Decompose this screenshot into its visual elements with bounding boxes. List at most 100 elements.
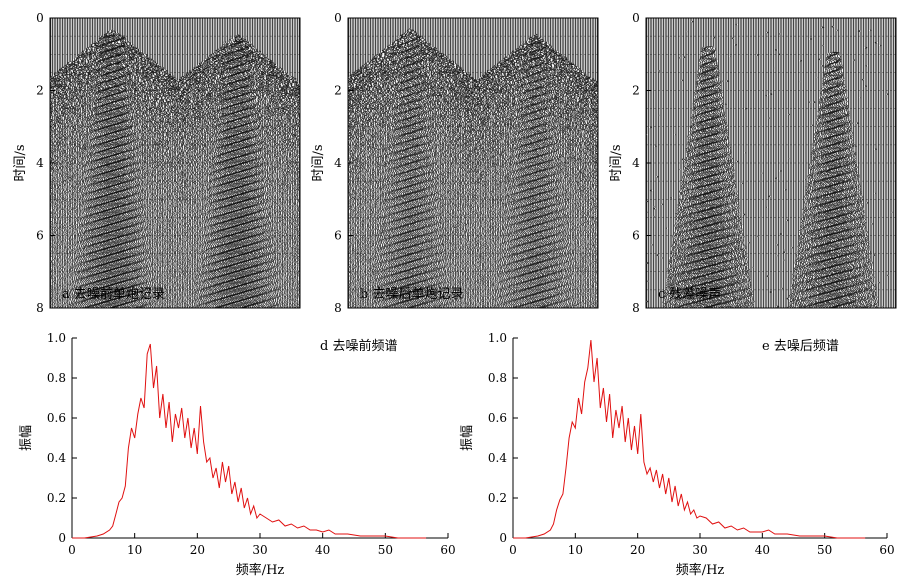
trace [783, 18, 787, 308]
trace [254, 18, 261, 308]
trace [811, 18, 819, 308]
trace [879, 18, 882, 308]
x-tick-label: 50 [378, 543, 393, 557]
seismic-traces-b [348, 18, 598, 308]
trace [480, 18, 485, 308]
trace [808, 18, 815, 308]
trace [401, 18, 410, 308]
trace [729, 18, 735, 308]
trace [159, 18, 165, 308]
trace [263, 18, 268, 308]
trace [554, 18, 560, 308]
trace [661, 18, 664, 308]
trace [715, 18, 723, 308]
trace [464, 18, 470, 308]
trace [179, 18, 185, 308]
y-tick-label: 8 [36, 301, 44, 315]
trace [118, 18, 127, 308]
trace [877, 18, 880, 308]
trace [525, 18, 533, 308]
trace [531, 18, 540, 308]
trace [120, 18, 128, 308]
trace [444, 18, 450, 308]
trace [211, 18, 217, 308]
y-axis-label: 时间/s [609, 144, 624, 181]
spectrum-chart-e: 0 10 20 30 40 50 60 0 0.2 0.4 0.6 0.8 1.0 频率/Hz 振幅 e 去噪… [460, 331, 895, 578]
spectrum-chart-d: 0 10 20 30 40 50 60 0 0.2 0.4 0.6 0.8 1.0 频率/Hz 振幅 d 去噪… [19, 331, 456, 578]
y-tick-label: 1.0 [488, 331, 507, 345]
trace [796, 18, 801, 308]
trace [171, 18, 178, 308]
trace [284, 18, 290, 308]
trace [274, 18, 281, 308]
trace [286, 18, 292, 308]
y-tick-label: 0.6 [47, 411, 66, 425]
trace [361, 18, 367, 308]
trace [857, 18, 863, 308]
trace [864, 18, 869, 308]
y-tick-label: 1.0 [47, 331, 66, 345]
x-tick-label: 0 [68, 543, 76, 557]
trace [89, 18, 96, 308]
trace [690, 18, 697, 308]
y-axis: 0 0.2 0.4 0.6 0.8 1.0 [47, 331, 77, 545]
trace [873, 18, 877, 308]
trace [357, 18, 364, 308]
trace [435, 18, 440, 308]
trace [662, 18, 665, 308]
trace [124, 18, 131, 308]
y-tick-label: 0.8 [47, 371, 66, 385]
trace [802, 18, 808, 308]
trace [551, 18, 557, 308]
trace [191, 18, 197, 308]
trace [351, 18, 357, 308]
trace [376, 18, 382, 308]
trace [736, 18, 741, 308]
trace [559, 18, 565, 308]
trace [217, 18, 224, 308]
trace [54, 18, 61, 308]
trace [283, 18, 289, 308]
y-tick-label: 0 [334, 11, 342, 25]
trace [176, 18, 182, 308]
trace [886, 18, 889, 308]
trace [588, 18, 593, 308]
trace [208, 18, 214, 308]
trace [668, 18, 672, 308]
trace [228, 18, 237, 308]
trace [743, 18, 748, 308]
trace [564, 18, 570, 308]
trace [214, 18, 221, 308]
trace [153, 18, 159, 308]
trace [447, 18, 453, 308]
trace [581, 18, 587, 308]
trace [243, 18, 252, 308]
seismic-panel-c: 0 2 4 6 8 时间/s c 残差噪声 [609, 11, 897, 315]
trace [843, 18, 851, 308]
trace [486, 18, 492, 308]
trace [175, 18, 180, 308]
trace [288, 18, 294, 308]
trace [544, 18, 550, 308]
trace [795, 18, 799, 308]
trace [472, 18, 478, 308]
trace [421, 18, 427, 308]
y-axis: 0 2 4 6 8 [632, 11, 651, 315]
seismic-panel-b: 0 2 4 6 8 时间/s b 去噪后单炮记录 [311, 11, 599, 315]
trace [560, 18, 567, 308]
x-axis: 0 10 20 30 40 50 60 [509, 533, 895, 557]
trace [569, 18, 575, 308]
seismic-panel-a: 0 2 4 6 8 时间/s a 去噪前单炮记录 [13, 11, 301, 315]
trace [870, 18, 874, 308]
trace [201, 18, 207, 308]
y-tick-label: 4 [36, 156, 44, 170]
y-tick-label: 8 [334, 301, 342, 315]
trace [490, 18, 495, 308]
trace [203, 18, 209, 308]
trace [830, 18, 840, 308]
trace [383, 18, 388, 308]
trace [767, 18, 773, 308]
trace [573, 18, 580, 308]
panel-label: d 去噪前频谱 [320, 338, 397, 354]
trace [100, 18, 109, 308]
